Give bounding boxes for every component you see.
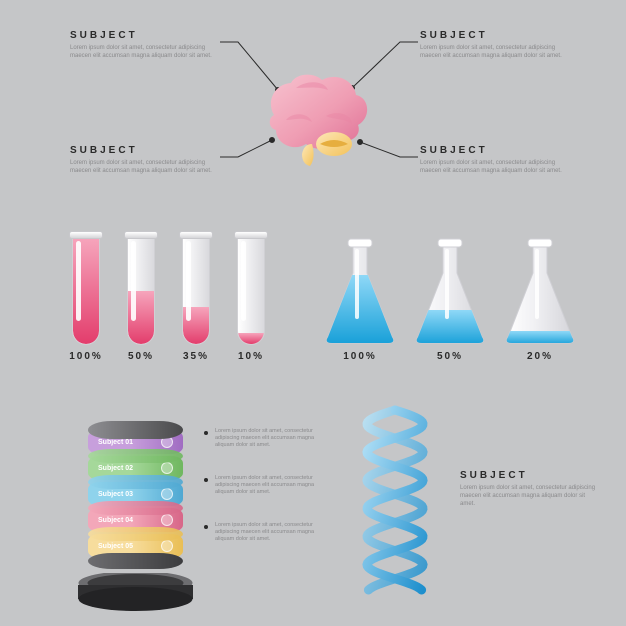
flask-percent-label: 20% <box>500 351 580 362</box>
vessels-row: 100%50%35%10% 100%50%20% <box>0 235 626 395</box>
cylinder-band-label: Subject 04 <box>98 517 133 524</box>
brain-icon <box>256 70 376 170</box>
flask-icon <box>500 235 580 345</box>
test-tube-1: 100% <box>56 235 116 362</box>
cylinder-desc-dot <box>204 525 208 529</box>
flask-2: 50% <box>410 235 490 362</box>
brain-callout-body: Lorem ipsum dolor sit amet, consectetur … <box>420 160 570 176</box>
cylinder-desc-2: Lorem ipsum dolor sit amet, consectetur … <box>215 475 320 496</box>
cylinder-band-icon <box>161 540 173 552</box>
cylinder-desc-1: Lorem ipsum dolor sit amet, consectetur … <box>215 428 320 449</box>
tube-percent-label: 10% <box>221 351 281 362</box>
cylinder-top-cap <box>88 421 183 439</box>
test-tube-4: 10% <box>221 235 281 362</box>
brain-infographic: SUBJECT Lorem ipsum dolor sit amet, conse… <box>0 30 626 230</box>
brain-callout-title: SUBJECT <box>70 30 220 41</box>
flask-3: 20% <box>500 235 580 362</box>
flask-icon <box>320 235 400 345</box>
tube-percent-label: 100% <box>56 351 116 362</box>
cylinder-band-label: Subject 03 <box>98 491 133 498</box>
stacked-cylinder-chart: Subject 01 Subject 02 Subject 03 Subject 04… <box>78 410 193 605</box>
test-tube-2: 50% <box>111 235 171 362</box>
dna-title: SUBJECT <box>460 470 600 481</box>
tube-percent-label: 50% <box>111 351 171 362</box>
cylinder-base <box>78 573 193 605</box>
dna-body: Lorem ipsum dolor sit amet, consectetur … <box>460 485 600 508</box>
brain-callout-tl: SUBJECT Lorem ipsum dolor sit amet, conse… <box>70 30 220 61</box>
cylinder-desc-dot <box>204 431 208 435</box>
tube-percent-label: 35% <box>166 351 226 362</box>
cylinder-band-icon <box>161 462 173 474</box>
cylinder-band-label: Subject 02 <box>98 465 133 472</box>
brain-callout-title: SUBJECT <box>420 30 570 41</box>
cylinder-desc-dot <box>204 478 208 482</box>
cylinder-band-icon <box>161 488 173 500</box>
flask-percent-label: 100% <box>320 351 400 362</box>
brain-callout-body: Lorem ipsum dolor sit amet, consectetur … <box>70 160 220 176</box>
brain-callout-body: Lorem ipsum dolor sit amet, consectetur … <box>420 45 570 61</box>
flask-1: 100% <box>320 235 400 362</box>
brain-callout-tr: SUBJECT Lorem ipsum dolor sit amet, conse… <box>420 30 570 61</box>
tube-icon <box>127 235 155 345</box>
cylinder-band-label: Subject 05 <box>98 543 133 550</box>
brain-callout-br: SUBJECT Lorem ipsum dolor sit amet, conse… <box>420 145 570 176</box>
brain-callout-title: SUBJECT <box>70 145 220 156</box>
tube-icon <box>72 235 100 345</box>
brain-callout-title: SUBJECT <box>420 145 570 156</box>
flask-icon <box>410 235 490 345</box>
dna-callout: SUBJECT Lorem ipsum dolor sit amet, cons… <box>460 470 600 508</box>
tube-icon <box>182 235 210 345</box>
tube-icon <box>237 235 265 345</box>
cylinder-band-icon <box>161 514 173 526</box>
dna-icon <box>345 405 445 605</box>
bottom-row: Subject 01 Subject 02 Subject 03 Subject 04… <box>0 410 626 620</box>
flask-percent-label: 50% <box>410 351 490 362</box>
brain-callout-bl: SUBJECT Lorem ipsum dolor sit amet, conse… <box>70 145 220 176</box>
brain-callout-body: Lorem ipsum dolor sit amet, consectetur … <box>70 45 220 61</box>
test-tube-3: 35% <box>166 235 226 362</box>
cylinder-band-label: Subject 01 <box>98 439 133 446</box>
cylinder-desc-3: Lorem ipsum dolor sit amet, consectetur … <box>215 522 320 543</box>
